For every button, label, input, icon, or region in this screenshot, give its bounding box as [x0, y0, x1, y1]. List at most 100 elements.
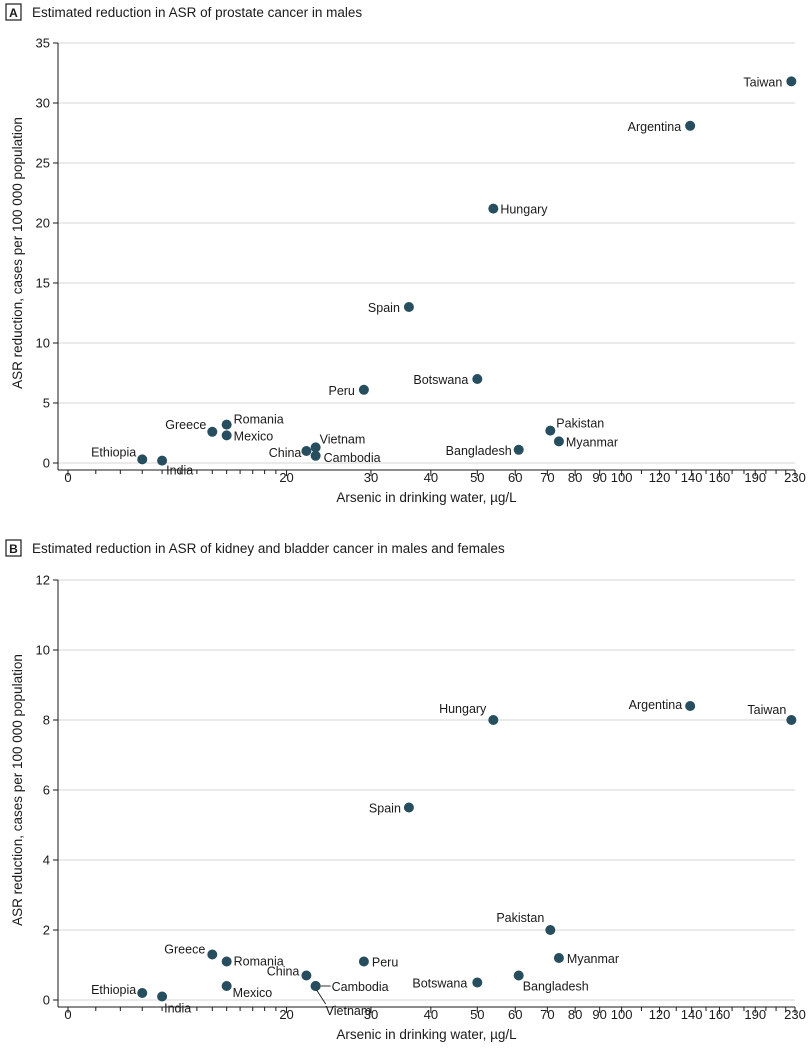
data-point-myanmar	[553, 953, 564, 963]
point-label-cambodia: Cambodia	[324, 451, 381, 465]
panel-letter-box	[5, 3, 22, 21]
point-label-botswana: Botswana	[413, 373, 468, 387]
x-tick-label: 120	[649, 1007, 671, 1022]
data-point-ethiopia	[137, 988, 148, 998]
x-tick-label: 100	[611, 1007, 633, 1022]
data-point-china	[301, 970, 312, 981]
data-point-india	[157, 991, 168, 1002]
point-label-vietnam: Vietnam	[326, 1004, 372, 1018]
point-label-pakistan: Pakistan	[496, 911, 544, 925]
data-point-myanmar	[553, 436, 564, 447]
x-tick-label: 20	[279, 1007, 293, 1022]
x-tick-label: 30	[364, 1007, 378, 1022]
data-point-vietnam	[310, 981, 321, 991]
y-tick-label: 8	[43, 713, 50, 728]
point-label-cambodia: Cambodia	[332, 980, 389, 994]
data-point-hungary	[488, 203, 499, 214]
x-tick-label: 70	[540, 1007, 554, 1022]
x-tick-label: 0	[64, 470, 71, 485]
point-label-ethiopia: Ethiopia	[91, 445, 136, 459]
point-label-hungary: Hungary	[500, 203, 548, 217]
x-tick-label: 190	[744, 1007, 766, 1022]
y-tick-label: 35	[36, 36, 50, 51]
y-tick-label: 6	[43, 783, 50, 798]
panel-a: A Estimated reduction in ASR of prostate …	[5, 3, 806, 505]
leader-line	[316, 989, 327, 1005]
x-tick-label: 50	[470, 1007, 484, 1022]
point-label-pakistan: Pakistan	[556, 417, 604, 431]
data-point-ethiopia	[137, 454, 148, 465]
x-tick-label: 40	[424, 470, 438, 485]
data-point-botswana	[472, 374, 483, 384]
y-tick-label: 4	[43, 853, 50, 868]
data-point-peru	[358, 384, 369, 395]
data-point-hungary	[488, 715, 499, 725]
point-label-bangladesh: Bangladesh	[523, 980, 589, 994]
panel-b: B Estimated reduction in ASR of kidney an…	[5, 539, 806, 1042]
data-point-spain	[403, 802, 414, 813]
y-tick-label: 25	[36, 156, 50, 171]
y-axis-title: ASR reduction, cases per 100 000 populat…	[10, 117, 25, 389]
y-tick-label: 15	[36, 276, 50, 291]
y-tick-label: 0	[43, 993, 50, 1008]
x-tick-label: 60	[508, 470, 522, 485]
data-point-vietnam	[310, 442, 321, 453]
x-tick-label: 90	[592, 1007, 606, 1022]
data-point-mexico	[221, 981, 232, 991]
point-label-romania: Romania	[234, 955, 284, 969]
x-tick-label: 50	[470, 470, 484, 485]
x-tick-label: 40	[424, 1007, 438, 1022]
x-axis-title: Arsenic in drinking water, µg/L	[336, 490, 517, 505]
x-tick-label: 230	[784, 470, 806, 485]
x-tick-label: 100	[611, 470, 633, 485]
point-label-spain: Spain	[369, 802, 401, 816]
point-label-myanmar: Myanmar	[566, 435, 618, 449]
data-point-greece	[207, 949, 218, 960]
panel-letter: A	[9, 6, 18, 20]
y-tick-label: 5	[43, 396, 50, 411]
y-tick-label: 0	[43, 456, 50, 471]
data-point-india	[157, 455, 168, 466]
point-label-vietnam: Vietnam	[320, 432, 366, 446]
x-tick-label: 160	[709, 1007, 731, 1022]
panel-letter-box	[5, 539, 22, 557]
data-point-peru	[358, 956, 369, 967]
x-tick-label: 230	[784, 1007, 806, 1022]
point-label-mexico: Mexico	[234, 429, 274, 443]
data-point-mexico	[221, 430, 232, 441]
point-label-myanmar: Myanmar	[567, 952, 619, 966]
data-point-romania	[221, 956, 232, 967]
point-label-peru: Peru	[328, 384, 354, 398]
data-point-romania	[221, 419, 232, 430]
data-point-argentina	[685, 701, 696, 711]
x-tick-label: 140	[681, 1007, 703, 1022]
point-label-argentina: Argentina	[628, 120, 682, 134]
data-point-taiwan	[786, 76, 797, 87]
point-label-hungary: Hungary	[439, 702, 487, 716]
point-label-peru: Peru	[372, 956, 398, 970]
y-axis-title: ASR reduction, cases per 100 000 populat…	[10, 654, 25, 926]
y-tick-label: 30	[36, 96, 50, 111]
point-label-botswana: Botswana	[412, 977, 467, 991]
point-label-mexico: Mexico	[233, 986, 273, 1000]
y-tick-label: 10	[36, 643, 50, 658]
x-tick-label: 60	[508, 1007, 522, 1022]
y-tick-label: 12	[36, 573, 50, 588]
x-tick-label: 80	[568, 470, 582, 485]
data-point-argentina	[685, 120, 696, 131]
x-tick-label: 160	[709, 470, 731, 485]
point-label-argentina: Argentina	[629, 698, 683, 712]
x-tick-label: 120	[649, 470, 671, 485]
data-point-bangladesh	[513, 970, 524, 981]
data-point-taiwan	[786, 715, 797, 725]
data-point-greece	[207, 426, 218, 437]
x-tick-label: 0	[64, 1007, 71, 1022]
point-label-taiwan: Taiwan	[743, 75, 782, 89]
point-label-bangladesh: Bangladesh	[446, 444, 512, 458]
point-label-ethiopia: Ethiopia	[91, 983, 136, 997]
data-point-bangladesh	[513, 444, 524, 455]
x-tick-label: 30	[364, 470, 378, 485]
point-label-china: China	[269, 446, 302, 460]
